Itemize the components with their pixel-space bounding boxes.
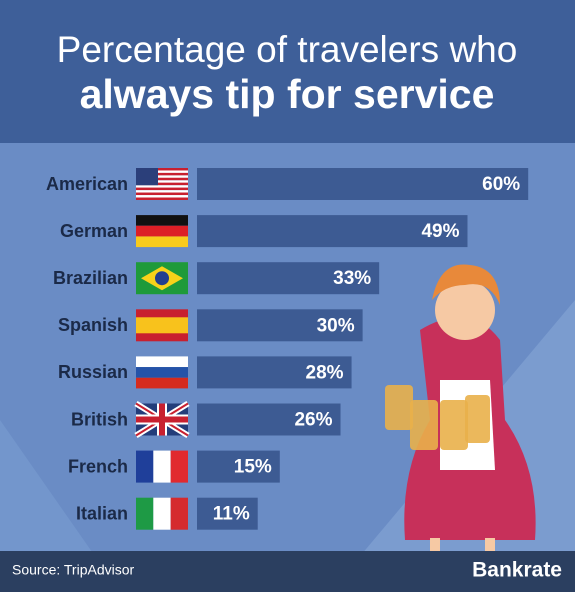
value-label: 26% (294, 410, 332, 431)
flag-part (136, 416, 188, 423)
bar (197, 497, 258, 530)
category-label: Spanish (58, 315, 128, 335)
flag-part (136, 317, 188, 334)
flag-part (136, 197, 188, 200)
background-stripe (0, 420, 120, 592)
flag-part (136, 175, 188, 178)
flag (136, 497, 188, 530)
flag-part (153, 450, 171, 483)
flag-part (136, 225, 188, 237)
value-label: 60% (482, 174, 520, 195)
flag-part (153, 497, 171, 530)
category-label: German (60, 221, 128, 241)
flag (136, 356, 188, 389)
flag-part (136, 185, 188, 188)
chart-title: Percentage of travelers who (57, 29, 518, 70)
category-label: Brazilian (53, 268, 128, 288)
source: Source: TripAdvisor (12, 562, 134, 578)
flag-part (136, 497, 154, 530)
bar (197, 450, 280, 483)
value-label: 28% (306, 362, 344, 383)
flag-part (136, 182, 188, 186)
flag-part (170, 450, 188, 483)
category-label: Italian (76, 503, 128, 523)
value-label: 30% (317, 315, 355, 336)
flag-part (136, 170, 188, 173)
flag-part (136, 450, 154, 483)
flag-part (136, 168, 188, 171)
flag-part (136, 356, 188, 368)
value-label: 15% (234, 457, 272, 478)
footer-band (0, 551, 575, 592)
bar (197, 356, 352, 389)
category-label: American (46, 174, 128, 194)
category-label: Russian (58, 362, 128, 382)
value-label: 11% (213, 504, 250, 525)
flag-part (136, 215, 188, 226)
flag-part (136, 190, 188, 193)
bar (197, 168, 529, 200)
bar (197, 309, 363, 342)
flag (136, 215, 188, 248)
value-label: 49% (421, 221, 459, 242)
flag (134, 400, 190, 439)
flag (136, 262, 188, 295)
flag (136, 450, 188, 483)
flag (136, 309, 188, 342)
bar (197, 215, 468, 248)
flag-part (136, 180, 188, 183)
category-label: British (71, 409, 128, 429)
flag-part (136, 195, 188, 198)
flag-part (136, 377, 188, 389)
flag-part (136, 168, 158, 186)
flag-part (136, 367, 188, 378)
flag-part (136, 172, 188, 176)
bar (197, 262, 380, 295)
flag-part (136, 177, 188, 181)
flag-part (136, 192, 188, 196)
title-band (0, 0, 575, 143)
chart-subtitle: always tip for service (80, 71, 495, 117)
flag-part (155, 271, 169, 286)
illustration (385, 264, 536, 552)
value-label: 33% (333, 268, 371, 289)
flag-part (136, 236, 188, 248)
category-label: French (68, 456, 128, 476)
bar (197, 403, 341, 436)
brand: Bankrate (472, 559, 562, 582)
flag-part (170, 497, 188, 530)
flag (136, 168, 188, 200)
flag-part (136, 187, 188, 191)
